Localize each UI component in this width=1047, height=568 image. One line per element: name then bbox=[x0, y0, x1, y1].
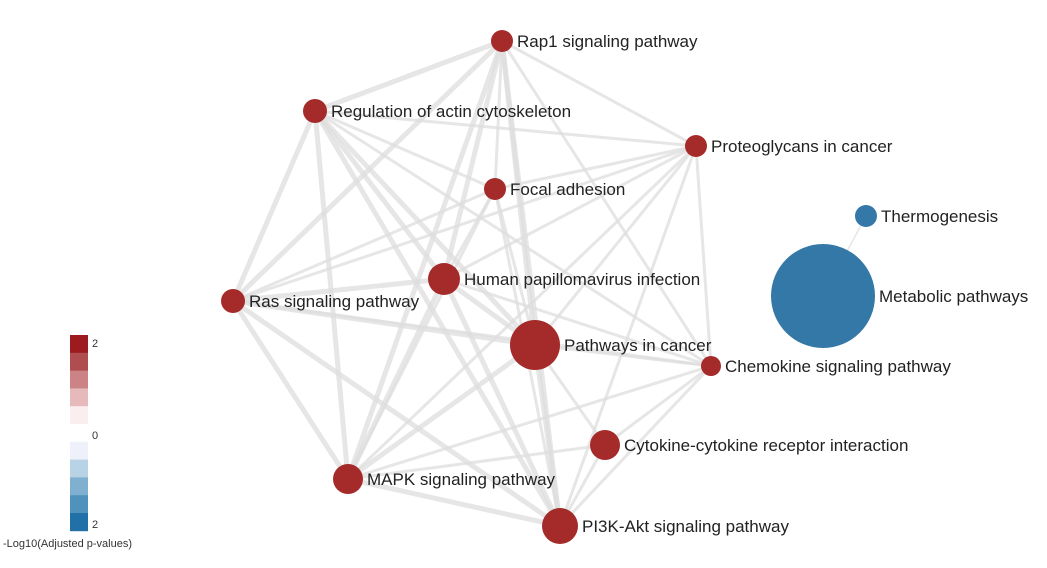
edge-actin-cancer bbox=[312, 108, 538, 348]
node-metab[interactable] bbox=[771, 244, 875, 348]
edge-rap1-chemo bbox=[500, 39, 713, 368]
edge-rap1-mapk bbox=[345, 38, 505, 482]
node-label-hpv: Human papillomavirus infection bbox=[464, 270, 700, 289]
legend-bottom-label: 2 bbox=[92, 519, 98, 531]
node-cytokine[interactable] bbox=[590, 430, 620, 460]
edge-rap1-proteo bbox=[500, 39, 698, 148]
edge-actin-mapk bbox=[312, 108, 351, 482]
node-cancer[interactable] bbox=[510, 320, 560, 370]
edge-hpv-ras bbox=[230, 276, 447, 304]
node-label-actin: Regulation of actin cytoskeleton bbox=[331, 102, 571, 121]
node-label-metab: Metabolic pathways bbox=[879, 287, 1028, 306]
edge-actin-focal bbox=[313, 109, 497, 191]
color-legend: 2 0 2 -Log10(Adjusted p-values) bbox=[3, 335, 132, 550]
legend-swatch bbox=[70, 495, 88, 514]
legend-swatch bbox=[70, 459, 88, 478]
edge-ras-pi3k bbox=[230, 298, 563, 529]
node-label-focal: Focal adhesion bbox=[510, 180, 625, 199]
legend-swatch bbox=[70, 352, 88, 371]
edge-cancer-chemo bbox=[533, 343, 713, 368]
edge-chemo-cytokine bbox=[603, 364, 713, 447]
edge-hpv-pi3k bbox=[441, 276, 563, 529]
edge-ras-mapk bbox=[230, 298, 351, 482]
node-hpv[interactable] bbox=[428, 263, 460, 295]
edge-proteo-hpv bbox=[442, 144, 698, 281]
edge-rap1-hpv bbox=[441, 38, 505, 282]
node-label-pi3k: PI3K-Akt signaling pathway bbox=[582, 517, 789, 536]
edge-rap1-actin bbox=[312, 38, 505, 114]
edge-focal-cancer bbox=[493, 187, 537, 347]
node-label-cancer: Pathways in cancer bbox=[564, 336, 712, 355]
node-label-chemo: Chemokine signaling pathway bbox=[725, 357, 951, 376]
edge-rap1-ras bbox=[230, 38, 505, 304]
edge-mapk-pi3k bbox=[345, 476, 563, 529]
legend-title: -Log10(Adjusted p-values) bbox=[3, 538, 132, 550]
edge-chemo-pi3k bbox=[558, 364, 713, 528]
legend-swatch bbox=[70, 477, 88, 496]
node-label-thermo: Thermogenesis bbox=[881, 207, 998, 226]
nodes-layer bbox=[221, 30, 877, 544]
node-mapk[interactable] bbox=[333, 464, 363, 494]
edge-proteo-mapk bbox=[346, 144, 698, 481]
edge-proteo-focal bbox=[493, 144, 698, 191]
node-proteo[interactable] bbox=[685, 135, 707, 157]
legend-swatches bbox=[70, 335, 88, 532]
labels-layer: Rap1 signaling pathway Regulation of acti… bbox=[249, 32, 1028, 536]
legend-top-label: 2 bbox=[92, 338, 98, 350]
node-thermo[interactable] bbox=[855, 205, 877, 227]
edge-chemo-mapk bbox=[346, 364, 713, 481]
legend-swatch bbox=[70, 388, 88, 407]
legend-swatch bbox=[70, 406, 88, 425]
edge-hpv-chemo bbox=[442, 277, 713, 368]
node-label-cytokine: Cytokine-cytokine receptor interaction bbox=[624, 436, 908, 455]
node-label-proteo: Proteoglycans in cancer bbox=[711, 137, 893, 156]
edge-cancer-pi3k bbox=[532, 342, 563, 529]
edge-proteo-cancer bbox=[533, 144, 698, 347]
edge-actin-hpv bbox=[312, 108, 447, 282]
node-label-mapk: MAPK signaling pathway bbox=[367, 470, 556, 489]
legend-swatch bbox=[70, 424, 88, 443]
node-rap1[interactable] bbox=[491, 30, 513, 52]
node-ras[interactable] bbox=[221, 289, 245, 313]
legend-swatch bbox=[70, 335, 88, 354]
legend-swatch bbox=[70, 370, 88, 389]
edge-actin-proteo bbox=[313, 109, 698, 148]
edge-proteo-ras bbox=[231, 144, 698, 303]
node-actin[interactable] bbox=[303, 99, 327, 123]
legend-swatch bbox=[70, 441, 88, 460]
node-pi3k[interactable] bbox=[542, 508, 578, 544]
edge-rap1-focal bbox=[493, 39, 504, 191]
legend-mid-label: 0 bbox=[92, 430, 98, 442]
edge-cancer-mapk bbox=[345, 342, 538, 482]
legend-swatch bbox=[70, 513, 88, 532]
edge-actin-chemo bbox=[313, 109, 713, 368]
node-label-ras: Ras signaling pathway bbox=[249, 292, 420, 311]
edges-layer bbox=[230, 38, 867, 529]
edge-proteo-chemo bbox=[694, 144, 713, 368]
edge-focal-ras bbox=[231, 187, 497, 303]
edge-proteo-pi3k bbox=[558, 144, 698, 528]
node-focal[interactable] bbox=[484, 178, 506, 200]
node-label-rap1: Rap1 signaling pathway bbox=[517, 32, 698, 51]
node-chemo[interactable] bbox=[701, 356, 721, 376]
edge-cytokine-mapk bbox=[346, 443, 607, 481]
edge-hpv-mapk bbox=[345, 276, 447, 482]
edge-actin-ras bbox=[230, 108, 318, 304]
